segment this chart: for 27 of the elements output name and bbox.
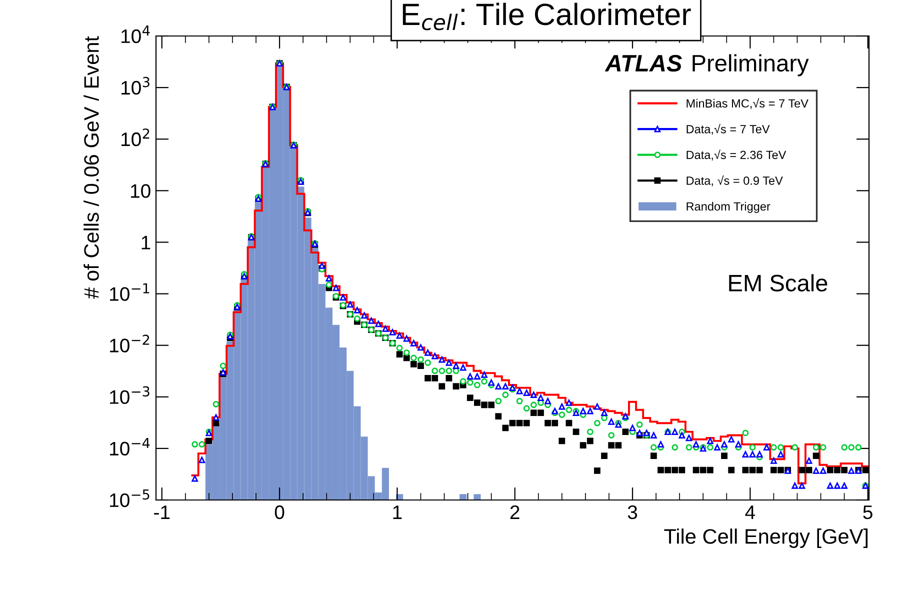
- y-tick-label: 10$^{4}$: [122, 26, 150, 44]
- y-tick-label: 10$^{−2}$: [110, 334, 150, 352]
- y-tick-label: 10$^{−4}$: [110, 438, 150, 456]
- annotation: ATLAS Preliminary: [604, 54, 809, 76]
- y-tick-label: 10$^{3}$: [122, 76, 150, 95]
- x-tick-label: -1: [154, 506, 170, 519]
- y-axis-title: # of Cells / 0.06 GeV / Event: [84, 36, 99, 299]
- y-tick-label: 10: [130, 184, 150, 198]
- y-tick-label: 10$^{−1}$: [110, 283, 150, 301]
- legend-label: Random Trigger: [686, 202, 770, 213]
- legend-label: MinBias MC,√s = 7 TeV: [686, 98, 808, 109]
- legend-label: Data,√s = 2.36 TeV: [686, 150, 786, 160]
- x-tick-label: 0: [274, 505, 284, 520]
- y-tick-label: 1: [142, 236, 150, 250]
- chart-title: E$_{cell}$: Tile Calorimeter: [402, 2, 691, 30]
- annotation: EM Scale: [729, 274, 828, 292]
- y-tick-label: 10$^{−3}$: [110, 386, 150, 404]
- legend-label: Data,√s = 7 TeV: [686, 124, 770, 135]
- legend-label: Data, √s = 0.9 TeV: [686, 175, 783, 186]
- x-tick-label: 1: [393, 506, 402, 519]
- x-tick-label: 5: [863, 506, 872, 520]
- y-tick-label: 10$^{2}$: [122, 128, 150, 146]
- x-tick-label: 4: [745, 506, 756, 519]
- x-tick-label: 3: [628, 505, 638, 520]
- y-tick-label: 10$^{−5}$: [110, 490, 150, 508]
- x-tick-label: 2: [510, 505, 520, 519]
- x-axis-title: Tile Cell Energy [GeV]: [664, 528, 868, 548]
